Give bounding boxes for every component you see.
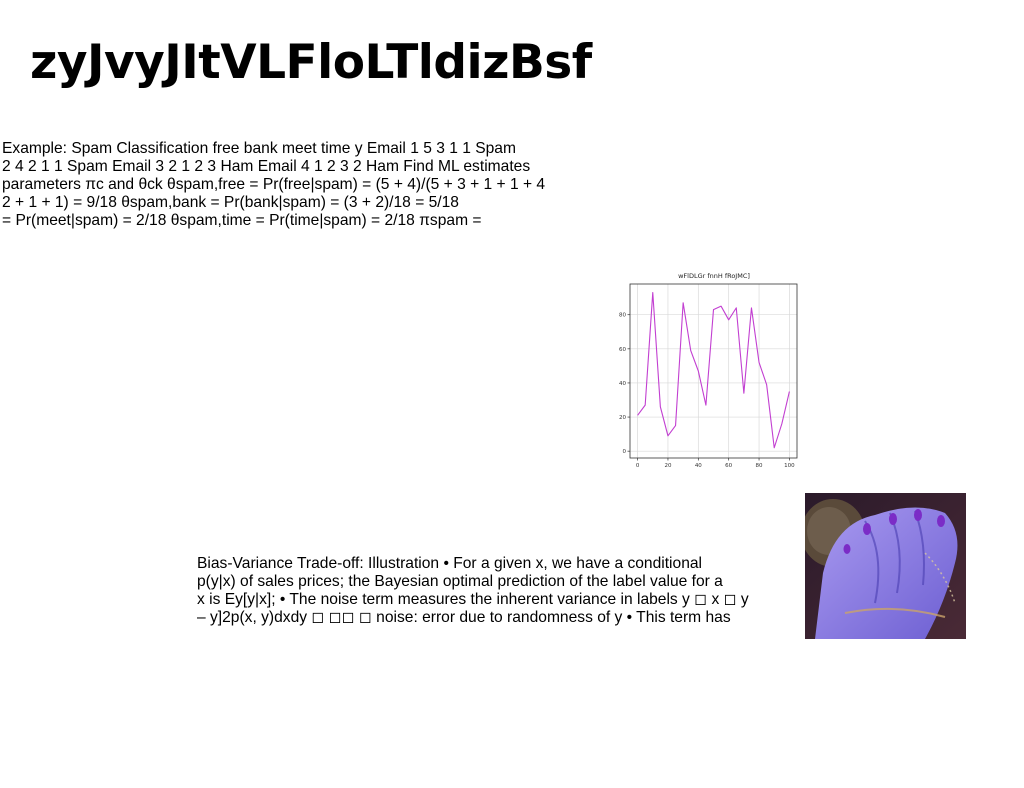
- y-tick-label: 60: [619, 347, 626, 353]
- x-tick-label: 40: [695, 463, 702, 469]
- text-line: Example: Spam Classification free bank m…: [2, 140, 516, 157]
- bias-variance-text: Bias-Variance Trade-off: Illustration • …: [197, 555, 749, 627]
- text-line: Bias-Variance Trade-off: Illustration • …: [197, 555, 703, 572]
- chart-grid: [630, 284, 797, 458]
- x-tick-label: 60: [725, 463, 732, 469]
- x-tick-label: 80: [756, 463, 763, 469]
- chart-ticks: 0 20 40 60 80 100 0 20 40 60 80: [619, 313, 795, 469]
- x-tick-label: 0: [636, 463, 640, 469]
- x-tick-label: 100: [784, 463, 795, 469]
- y-tick-label: 40: [619, 381, 626, 387]
- line-chart: wFlDLGr fnnH fRoJMC] 0 20 40 60 80 100 0 20 40 60…: [610, 268, 802, 472]
- photo-hand-icon: [805, 493, 966, 639]
- text-line: parameters πc and θck θspam,free = Pr(fr…: [2, 176, 546, 193]
- text-line: x is Ey[y|x]; • The noise term measures …: [197, 591, 749, 608]
- y-tick-label: 0: [623, 449, 627, 455]
- chart-title: wFlDLGr fnnH fRoJMC]: [678, 272, 750, 280]
- x-tick-label: 20: [664, 463, 671, 469]
- text-line: = Pr(meet|spam) = 2/18 θspam,time = Pr(t…: [2, 212, 482, 229]
- slide-title: zyJvyJItVLFloLTldizBsf: [30, 35, 592, 90]
- y-tick-label: 80: [619, 313, 626, 319]
- y-tick-label: 20: [619, 415, 626, 421]
- series-line: [637, 291, 790, 449]
- plot-frame: [629, 283, 798, 459]
- text-line: – y]2p(x, y)dxdy ◻ ◻◻ ◻ noise: error due…: [197, 609, 731, 626]
- text-line: p(y|x) of sales prices; the Bayesian opt…: [197, 573, 723, 590]
- spam-example-text: Example: Spam Classification free bank m…: [2, 140, 545, 230]
- text-line: 2 4 2 1 1 Spam Email 3 2 1 2 3 Ham Email…: [2, 158, 531, 175]
- text-line: 2 + 1 + 1) = 9/18 θspam,bank = Pr(bank|s…: [2, 194, 459, 211]
